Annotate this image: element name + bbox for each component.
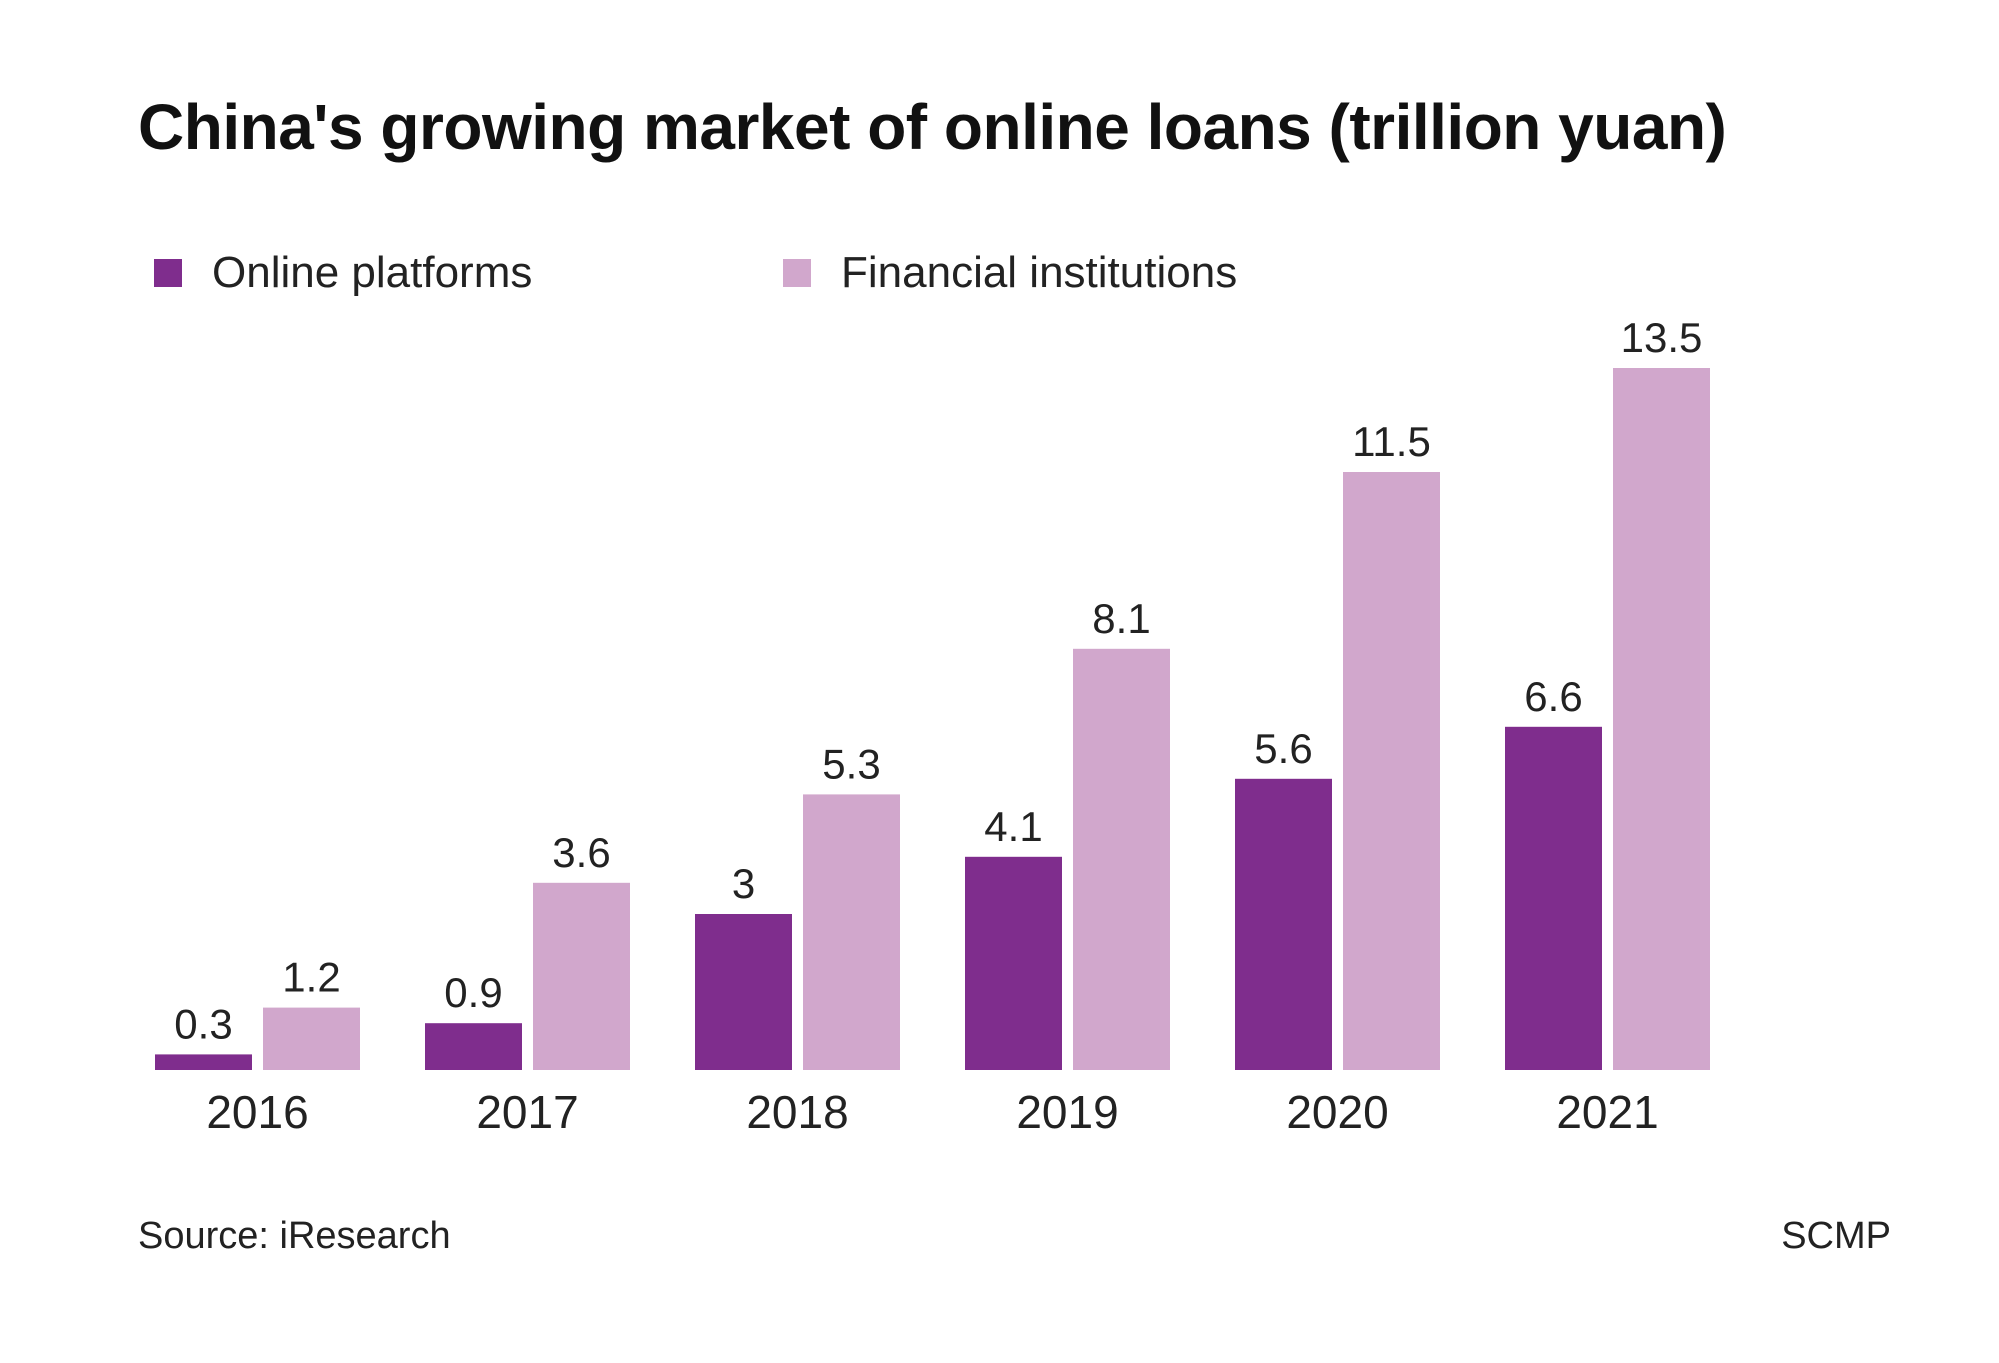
bar-financial-institutions-2020: [1343, 472, 1440, 1070]
bar-financial-institutions-2021: [1613, 368, 1710, 1070]
data-label-online-platforms-2021: 6.6: [1524, 673, 1582, 720]
data-label-online-platforms-2018: 3: [732, 860, 755, 907]
bar-financial-institutions-2019: [1073, 648, 1170, 1070]
source-note: Source: iResearch: [138, 1215, 451, 1257]
chart-title: China's growing market of online loans (…: [138, 91, 1727, 163]
data-label-financial-institutions-2017: 3.6: [552, 829, 610, 876]
data-label-online-platforms-2017: 0.9: [444, 969, 502, 1016]
bar-online-platforms-2020: [1235, 778, 1332, 1070]
x-tick-label-2018: 2018: [746, 1086, 848, 1138]
bar-online-platforms-2021: [1505, 726, 1602, 1070]
x-tick-label-2020: 2020: [1286, 1086, 1388, 1138]
data-label-financial-institutions-2016: 1.2: [282, 954, 340, 1001]
x-tick-label-2017: 2017: [476, 1086, 578, 1138]
data-label-financial-institutions-2019: 8.1: [1092, 595, 1150, 642]
x-tick-label-2021: 2021: [1556, 1086, 1658, 1138]
data-label-financial-institutions-2021: 13.5: [1621, 314, 1703, 361]
data-label-online-platforms-2016: 0.3: [174, 1000, 232, 1047]
x-tick-label-2016: 2016: [206, 1086, 308, 1138]
bar-online-platforms-2016: [155, 1054, 252, 1070]
legend-label-online-platforms: Online platforms: [212, 248, 533, 297]
bar-financial-institutions-2016: [263, 1007, 360, 1070]
legend-label-financial-institutions: Financial institutions: [841, 248, 1238, 297]
data-label-online-platforms-2019: 4.1: [984, 803, 1042, 850]
x-tick-label-2019: 2019: [1016, 1086, 1118, 1138]
data-label-financial-institutions-2020: 11.5: [1352, 418, 1431, 465]
data-label-online-platforms-2020: 5.6: [1254, 725, 1312, 772]
bar-online-platforms-2017: [425, 1023, 522, 1070]
bar-financial-institutions-2017: [533, 882, 630, 1070]
legend-item-financial-institutions: Financial institutions: [783, 248, 1237, 298]
legend-swatch-online-platforms: [154, 259, 182, 287]
bar-online-platforms-2018: [695, 914, 792, 1070]
legend-swatch-financial-institutions: [783, 259, 811, 287]
bar-online-platforms-2019: [965, 856, 1062, 1070]
bar-financial-institutions-2018: [803, 794, 900, 1070]
data-label-financial-institutions-2018: 5.3: [822, 740, 880, 787]
credit-note: SCMP: [1781, 1215, 1891, 1257]
legend-item-online-platforms: Online platforms: [154, 248, 532, 298]
